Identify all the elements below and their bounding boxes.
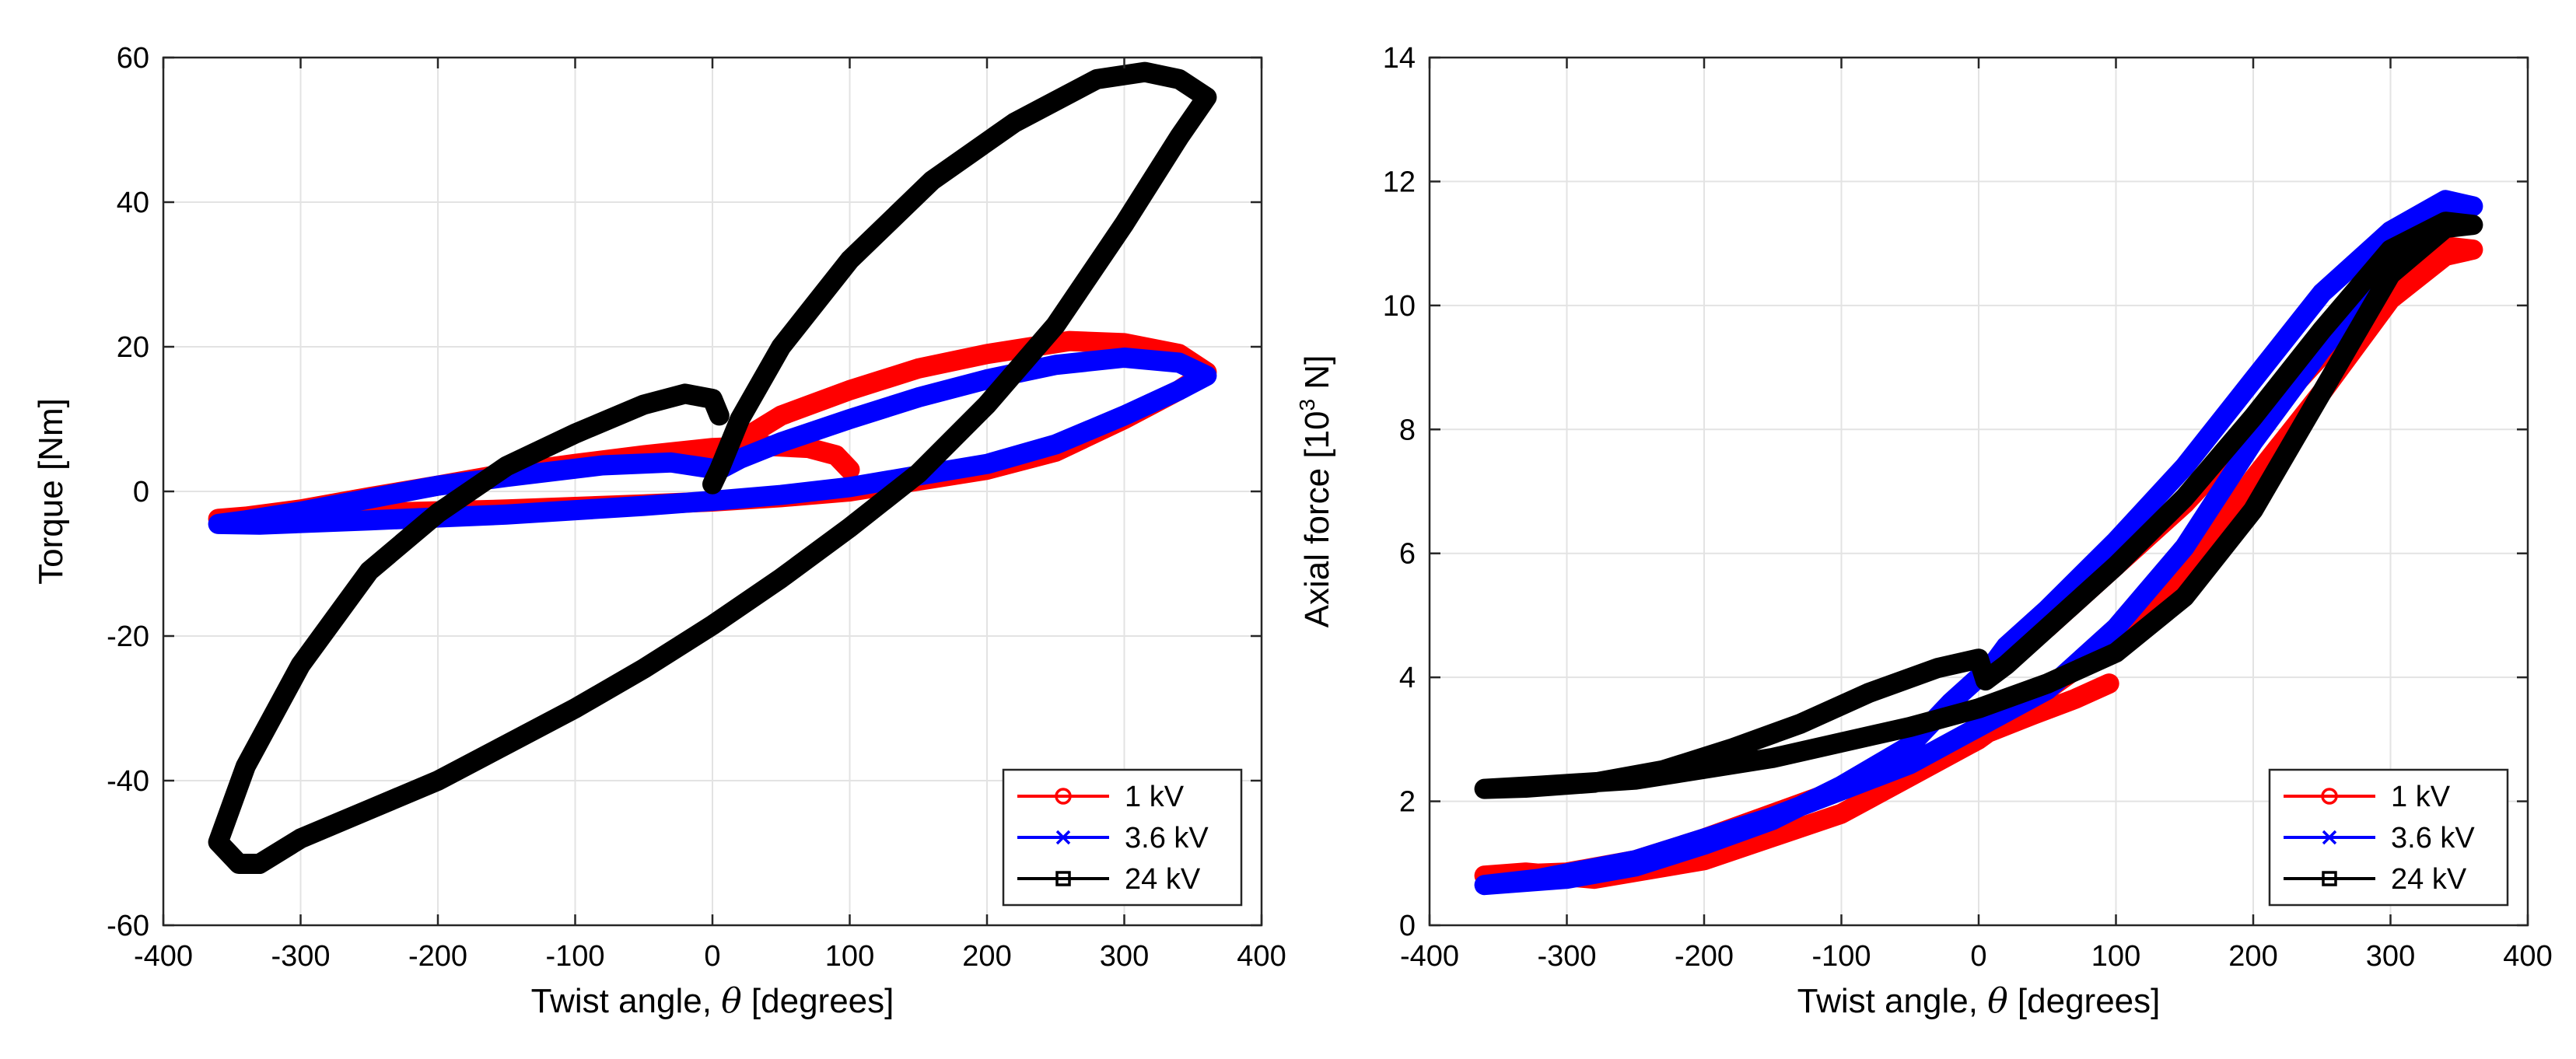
y-tick-label: 8 [1399, 414, 1416, 446]
x-tick-label: -200 [408, 940, 467, 973]
x-tick-label: 100 [2091, 940, 2140, 973]
y-tick-label: 12 [1383, 166, 1416, 198]
square-marker-icon [1055, 871, 1071, 886]
series-line-3-6-kv [208, 348, 1217, 535]
y-tick-label: 20 [117, 331, 149, 364]
legend-entry-label: 1 kV [1125, 781, 1185, 813]
x-marker-icon [1055, 830, 1071, 845]
y-axis-label: Axial force [103 N] [1295, 355, 1336, 628]
y-tick-label: 4 [1399, 662, 1416, 694]
legend-box [2268, 768, 2509, 907]
y-tick-label: 6 [1399, 538, 1416, 571]
circle-marker-icon [2321, 788, 2338, 805]
legend-entry-label: 24 kV [1125, 863, 1201, 896]
legend: 1 kV 3.6 kV 24 kV [1002, 768, 1243, 907]
x-tick-label: 0 [704, 940, 720, 973]
y-tick-label: 2 [1399, 786, 1416, 819]
y-tick-label: 0 [1399, 910, 1416, 942]
x-tick-label: 100 [825, 940, 874, 973]
x-marker-icon [2322, 830, 2337, 845]
x-tick-label: 400 [1237, 940, 1286, 973]
legend-entry-label: 3.6 kV [2391, 822, 2475, 855]
chart-panel-1: -400 -300 -200 -100 0 100 200 300 400-60-40-2002… [32, 42, 1286, 1021]
x-tick-label: -300 [271, 940, 330, 973]
x-tick-label: -100 [1811, 940, 1871, 973]
x-tick-label: -400 [134, 940, 193, 973]
x-tick-label: -400 [1400, 940, 1459, 973]
x-tick-label: 300 [2366, 940, 2415, 973]
series-line-3-6-kv [1474, 190, 2483, 896]
y-tick-label: -40 [107, 765, 149, 798]
y-tick-label: -20 [107, 620, 149, 653]
x-tick-label: -100 [545, 940, 604, 973]
y-axis-label: Torque [Nm] [32, 398, 70, 585]
legend: 1 kV 3.6 kV 24 kV [2268, 768, 2509, 907]
x-tick-label: 300 [1100, 940, 1149, 973]
square-marker-icon [2322, 871, 2337, 886]
y-tick-label: 10 [1383, 290, 1416, 323]
x-tick-label: -200 [1675, 940, 1734, 973]
x-tick-label: -300 [1537, 940, 1596, 973]
y-tick-label: 0 [133, 476, 149, 509]
series-line-24-kv [1474, 211, 2483, 799]
legend-entry-label: 3.6 kV [1125, 822, 1209, 855]
y-tick-label: -60 [107, 910, 149, 942]
circle-marker-icon [1055, 788, 1072, 805]
x-tick-label: 200 [962, 940, 1011, 973]
chart-panel-2: -400 -300 -200 -100 0 100 200 300 400 0 2 4 6 8 10 12 14… [1295, 42, 2553, 1021]
series-line-24-kv [208, 61, 1217, 874]
legend-entry-label: 1 kV [2391, 781, 2451, 813]
y-tick-label: 60 [117, 42, 149, 75]
x-axis-label: Twist angle, θ [degrees] [1797, 981, 2161, 1021]
x-tick-label: 0 [1970, 940, 1986, 973]
y-tick-label: 14 [1383, 42, 1416, 75]
x-tick-label: 400 [2503, 940, 2552, 973]
y-tick-label: 40 [117, 187, 149, 219]
legend-entry-label: 24 kV [2391, 863, 2467, 896]
x-tick-label: 200 [2228, 940, 2277, 973]
x-axis-label: Twist angle, θ [degrees] [531, 981, 894, 1021]
